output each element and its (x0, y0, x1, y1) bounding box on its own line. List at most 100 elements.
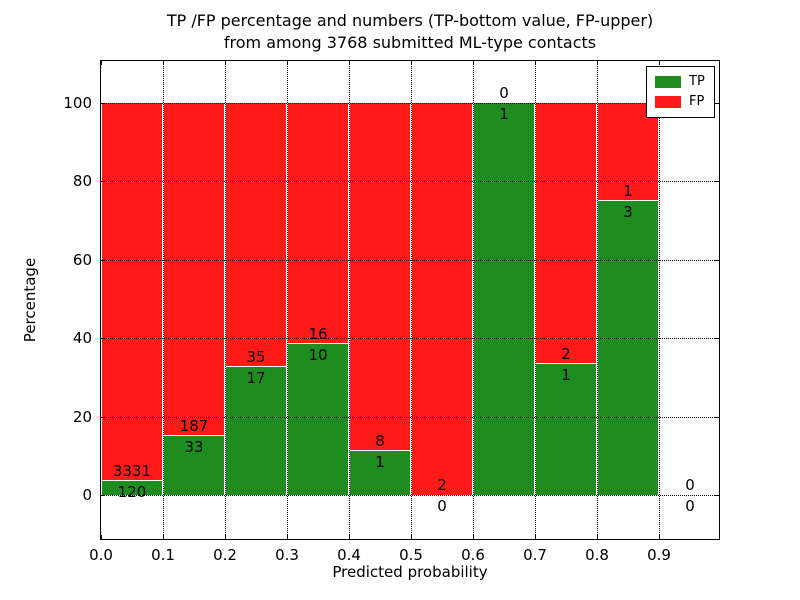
tp-count-label: 3 (623, 203, 633, 221)
x-tick-label: 0.5 (399, 546, 423, 564)
x-tick-mark (473, 61, 474, 65)
x-tick-mark (287, 61, 288, 65)
fp-count-label: 35 (246, 347, 266, 366)
x-tick-label: 0.6 (461, 546, 485, 564)
x-tick-label: 0.7 (523, 546, 547, 564)
tp-legend-label: TP (689, 74, 705, 89)
x-tick-label: 0.1 (151, 546, 175, 564)
x-tick-label: 0.0 (89, 546, 113, 564)
y-tick-mark (101, 338, 105, 340)
y-tick-mark (101, 103, 105, 104)
fp-count-label: 1 (623, 182, 633, 200)
chart-title-line1: TP /FP percentage and numbers (TP-bottom… (166, 11, 654, 30)
bar-segment-fp (226, 103, 286, 367)
vertical-gridline (349, 61, 350, 539)
tp-count-label: 1 (561, 366, 571, 385)
chart-title: TP /FP percentage and numbers (TP-bottom… (167, 10, 653, 54)
bar-segment-tp (164, 436, 224, 495)
x-tick-mark (535, 61, 536, 65)
bar-segment-fp (350, 103, 410, 452)
legend: TP FP (646, 66, 715, 118)
fp-count-label: 16 (308, 325, 328, 344)
fp-count-label: 187 (179, 417, 209, 436)
x-tick-mark (597, 535, 598, 539)
x-tick-mark (163, 535, 164, 539)
tp-count-label: 10 (308, 346, 328, 365)
x-tick-mark (163, 61, 164, 65)
chart-title-line2: from among 3768 submitted ML-type contac… (223, 33, 597, 52)
bar-segment-fp (598, 103, 658, 201)
y-tick-mark (715, 259, 719, 261)
x-tick-label: 0.4 (337, 546, 361, 564)
bar-segment-tp (536, 364, 596, 495)
bar-segment-tp (288, 344, 348, 495)
x-tick-label: 0.3 (275, 546, 299, 564)
y-tick-mark (715, 495, 719, 496)
horizontal-gridline (101, 259, 719, 261)
fp-count-label: 3331 (112, 462, 152, 481)
vertical-gridline (597, 61, 598, 539)
x-tick-label: 0.2 (213, 546, 237, 564)
legend-item-fp: FP (655, 92, 705, 112)
vertical-gridline (225, 61, 226, 539)
bar-segment-fp (288, 103, 348, 345)
x-tick-label: 0.8 (585, 546, 609, 564)
tp-count-label: 17 (246, 368, 266, 387)
bar-segment-tp (474, 103, 534, 495)
y-tick-mark (715, 181, 719, 183)
tp-count-label: 0 (685, 497, 695, 515)
x-tick-mark (349, 535, 350, 539)
y-tick-mark (715, 103, 719, 104)
plot-area: 3331 120 187 33 35 17 16 10 8 1 2 0 0 1 2 1 1 3 0 0 (100, 60, 720, 540)
x-tick-mark (349, 61, 350, 65)
bar-segment-fp (412, 103, 472, 495)
bar-segment-fp (102, 103, 162, 482)
y-tick-label: 0 (82, 486, 92, 504)
horizontal-gridline (101, 338, 719, 340)
vertical-gridline (659, 61, 660, 539)
x-tick-mark (101, 61, 102, 65)
bar-segment-fp (164, 103, 224, 437)
tp-count-label: 1 (499, 105, 509, 123)
y-tick-label: 60 (72, 250, 92, 269)
legend-item-tp: TP (655, 72, 705, 92)
x-tick-mark (473, 535, 474, 539)
tp-count-label: 0 (437, 497, 447, 515)
tp-count-label: 120 (117, 483, 147, 502)
tp-legend-swatch (655, 76, 681, 88)
x-tick-mark (101, 535, 102, 539)
y-tick-label: 100 (63, 94, 92, 112)
tp-count-label: 33 (184, 438, 204, 457)
horizontal-gridline (101, 495, 719, 496)
horizontal-gridline (101, 416, 719, 418)
x-axis-label: Predicted probability (332, 563, 488, 581)
bar-segment-tp (226, 366, 286, 495)
vertical-gridline (535, 61, 536, 539)
fp-legend-swatch (655, 96, 681, 108)
vertical-gridline (411, 61, 412, 539)
x-tick-mark (225, 61, 226, 65)
y-tick-mark (101, 495, 105, 496)
fp-count-label: 2 (437, 476, 447, 494)
x-tick-mark (659, 535, 660, 539)
y-axis-label: Percentage (21, 257, 39, 343)
y-tick-mark (101, 416, 105, 418)
x-tick-mark (535, 535, 536, 539)
bar-segment-fp (536, 103, 596, 365)
y-tick-mark (101, 259, 105, 261)
bar-segment-tp (598, 201, 658, 495)
x-tick-mark (659, 61, 660, 65)
x-tick-mark (287, 535, 288, 539)
bar-segment-tp (350, 451, 410, 495)
x-tick-mark (411, 535, 412, 539)
vertical-gridline (163, 61, 164, 539)
y-tick-label: 40 (72, 329, 92, 348)
x-tick-mark (225, 535, 226, 539)
fp-count-label: 2 (561, 345, 571, 364)
bar-segment-tp (102, 481, 162, 495)
y-tick-mark (715, 338, 719, 340)
vertical-gridline (473, 61, 474, 539)
fp-count-label: 0 (499, 84, 509, 102)
y-tick-mark (101, 181, 105, 183)
